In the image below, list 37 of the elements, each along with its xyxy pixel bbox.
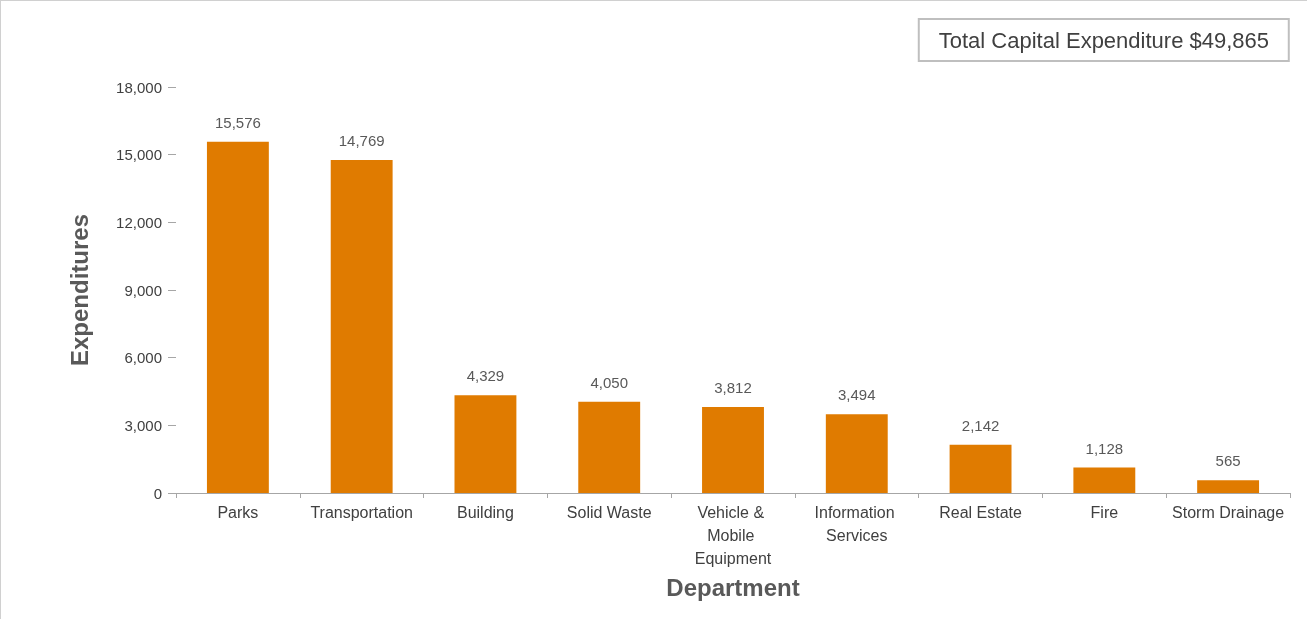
bar (578, 401, 641, 493)
x-tick-label: Real Estate (939, 504, 1023, 521)
x-tick-label: Building (456, 504, 514, 521)
data-label: 565 (1215, 452, 1241, 470)
data-label: 3,494 (838, 386, 876, 404)
x-tick-label: Transportation (310, 504, 413, 521)
data-label: 14,769 (338, 131, 385, 149)
data-label: 2,142 (961, 416, 1000, 434)
y-tick-label: 9,000 (124, 281, 162, 299)
x-tick-label: Solid Waste (566, 504, 652, 521)
x-tick-label: Fire (1090, 504, 1119, 521)
data-label: 1,128 (1085, 439, 1124, 457)
y-tick-label: 18,000 (116, 78, 162, 96)
bar (1073, 467, 1136, 493)
bar (454, 395, 517, 493)
y-tick-label: 6,000 (124, 349, 162, 367)
data-label: 3,812 (714, 379, 752, 397)
bar (825, 414, 888, 493)
y-axis-title: Expenditures (65, 213, 93, 367)
data-label: 15,576 (214, 113, 261, 131)
bar (702, 407, 764, 493)
bar (949, 444, 1012, 493)
bar (330, 159, 393, 493)
y-tick-label: 3,000 (124, 416, 162, 434)
x-tick-label: Vehicle & Mobile Equipment (694, 504, 772, 567)
x-axis-title: Department (666, 573, 800, 601)
y-tick-label: 15,000 (116, 146, 162, 164)
bar (206, 141, 269, 493)
x-tick-label: Parks (217, 504, 259, 521)
data-label: 4,329 (466, 367, 505, 385)
x-tick-label: Storm Drainage (1172, 504, 1285, 521)
data-label: 4,050 (590, 373, 628, 391)
bar (1197, 480, 1260, 493)
text: Total Capital Expenditure $49,865 (938, 27, 1270, 53)
x-tick-label: Information Services (814, 504, 900, 544)
y-tick-label: 0 (153, 484, 162, 502)
y-tick-label: 12,000 (116, 213, 162, 231)
